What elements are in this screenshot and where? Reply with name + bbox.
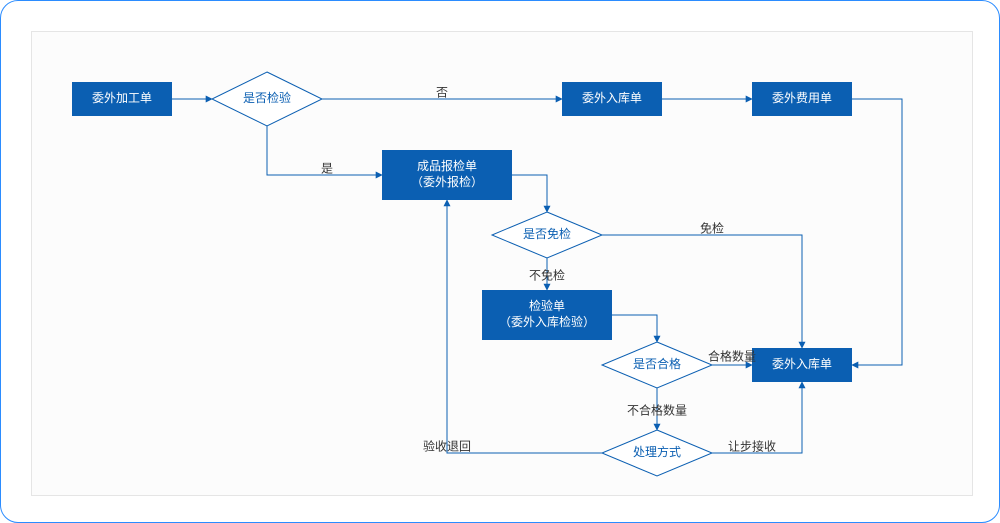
process-n_report: 成品报检单 （委外报检） — [382, 150, 512, 200]
process-n_in2: 委外入库单 — [752, 348, 852, 382]
node-label: 成品报检单 （委外报检） — [407, 159, 487, 190]
edge-label: 否 — [436, 84, 448, 101]
process-n_fee: 委外费用单 — [752, 82, 852, 116]
edge-label: 合格数量 — [708, 348, 756, 365]
process-n_check: 检验单 （委外入库检验） — [482, 290, 612, 340]
edge-label: 让步接收 — [728, 438, 776, 455]
node-label: 检验单 （委外入库检验） — [495, 299, 599, 330]
node-label: 是否免检 — [519, 227, 575, 243]
decision-d_handle: 处理方式 — [602, 430, 712, 476]
decision-d_pass: 是否合格 — [602, 342, 712, 388]
process-n_start: 委外加工单 — [72, 82, 172, 116]
process-n_in1: 委外入库单 — [562, 82, 662, 116]
edge-label: 验收退回 — [423, 438, 471, 455]
edge-label: 不合格数量 — [627, 402, 687, 419]
flowchart-canvas: 委外加工单是否检验委外入库单委外费用单成品报检单 （委外报检）是否免检检验单 （… — [31, 31, 973, 496]
node-label: 是否合格 — [629, 357, 685, 373]
node-label: 委外入库单 — [768, 357, 836, 373]
decision-d_exempt: 是否免检 — [492, 212, 602, 258]
card-frame: 委外加工单是否检验委外入库单委外费用单成品报检单 （委外报检）是否免检检验单 （… — [0, 0, 1000, 523]
edge-label: 是 — [321, 160, 333, 177]
node-label: 委外入库单 — [578, 91, 646, 107]
edge-label: 不免检 — [529, 267, 565, 284]
node-label: 处理方式 — [629, 445, 685, 461]
node-label: 是否检验 — [239, 91, 295, 107]
decision-d_inspect: 是否检验 — [212, 72, 322, 126]
node-label: 委外加工单 — [88, 91, 156, 107]
node-label: 委外费用单 — [768, 91, 836, 107]
edge-label: 免检 — [700, 220, 724, 237]
